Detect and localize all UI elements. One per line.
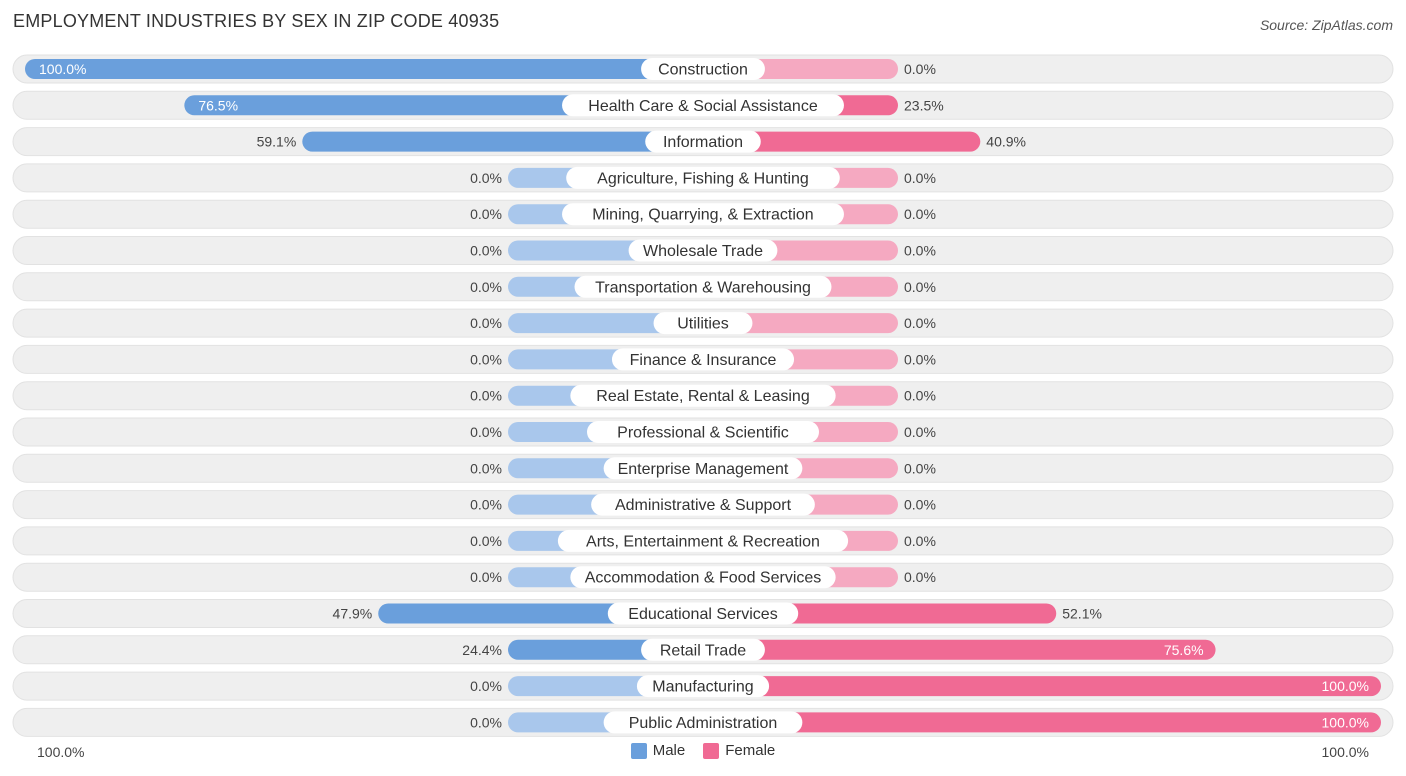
category-pill-wholesale-trade	[628, 239, 778, 262]
value-male-transportation-warehousing: 0.0%	[470, 279, 502, 295]
category-label-educational-services: Educational Services	[628, 606, 777, 623]
value-male-educational-services: 47.9%	[333, 606, 373, 622]
value-female-health-care-social-assistance: 23.5%	[904, 97, 944, 113]
value-female-professional-scientific: 0.0%	[904, 424, 936, 440]
value-male-information: 59.1%	[257, 134, 297, 150]
category-pill-agriculture-fishing-hunting	[566, 166, 840, 189]
category-pill-utilities	[653, 312, 753, 335]
value-male-public-administration: 0.0%	[470, 714, 502, 730]
category-pill-mining-quarrying-extraction	[562, 203, 844, 226]
category-pill-finance-insurance	[611, 348, 795, 371]
category-label-utilities: Utilities	[677, 316, 729, 333]
value-male-enterprise-management: 0.0%	[470, 460, 502, 476]
category-pill-construction	[641, 58, 765, 80]
category-pill-retail-trade	[641, 638, 765, 661]
bar-female-public-administration[interactable]	[703, 712, 1381, 733]
category-pill-health-care-social-assistance	[562, 94, 844, 117]
legend-item-female[interactable]: Female	[703, 742, 775, 759]
category-label-manufacturing: Manufacturing	[652, 679, 753, 696]
category-label-administrative-support: Administrative & Support	[615, 497, 792, 514]
value-female-information: 40.9%	[986, 134, 1026, 150]
category-label-wholesale-trade: Wholesale Trade	[643, 243, 763, 260]
category-label-transportation-warehousing: Transportation & Warehousing	[595, 279, 811, 296]
bar-male-information[interactable]	[302, 131, 703, 152]
value-male-retail-trade: 24.4%	[462, 642, 502, 658]
value-male-mining-quarrying-extraction: 0.0%	[470, 206, 502, 222]
legend-swatch-male	[630, 742, 647, 759]
category-label-arts-entertainment-recreation: Arts, Entertainment & Recreation	[586, 533, 820, 550]
value-female-agriculture-fishing-hunting: 0.0%	[904, 170, 936, 186]
category-label-information: Information	[663, 134, 743, 151]
category-pill-information	[645, 130, 761, 153]
value-male-professional-scientific: 0.0%	[470, 424, 502, 440]
bar-female-information[interactable]	[703, 131, 981, 152]
value-female-construction: 0.0%	[904, 61, 936, 77]
category-pill-public-administration	[603, 711, 803, 734]
value-female-utilities: 0.0%	[904, 315, 936, 331]
value-female-mining-quarrying-extraction: 0.0%	[904, 206, 936, 222]
value-male-real-estate-rental-leasing: 0.0%	[470, 388, 502, 404]
category-label-accommodation-food-services: Accommodation & Food Services	[585, 570, 822, 587]
value-female-educational-services: 52.1%	[1062, 606, 1102, 622]
bar-female-utilities[interactable]	[703, 313, 898, 334]
category-label-retail-trade: Retail Trade	[660, 642, 746, 659]
value-female-transportation-warehousing: 0.0%	[904, 279, 936, 295]
category-label-real-estate-rental-leasing: Real Estate, Rental & Leasing	[596, 388, 809, 405]
value-male-finance-insurance: 0.0%	[470, 351, 502, 367]
value-female-enterprise-management: 0.0%	[904, 460, 936, 476]
value-female-wholesale-trade: 0.0%	[904, 243, 936, 259]
bar-male-utilities[interactable]	[508, 313, 703, 334]
category-label-health-care-social-assistance: Health Care & Social Assistance	[588, 98, 818, 115]
value-male-utilities: 0.0%	[470, 315, 502, 331]
category-pill-educational-services	[607, 602, 799, 625]
legend-item-male[interactable]: Male	[630, 742, 686, 759]
value-male-accommodation-food-services: 0.0%	[470, 569, 502, 585]
category-label-enterprise-management: Enterprise Management	[618, 461, 789, 478]
category-pill-transportation-warehousing	[574, 275, 832, 298]
legend-label-female: Female	[725, 742, 776, 759]
value-female-finance-insurance: 0.0%	[904, 351, 936, 367]
legend-label-male: Male	[652, 742, 686, 759]
value-male-construction: 100.0%	[39, 61, 86, 77]
value-female-real-estate-rental-leasing: 0.0%	[904, 388, 936, 404]
value-male-wholesale-trade: 0.0%	[470, 243, 502, 259]
chart-area: 100.0% 0.0% Construction 76.5% 23.5% Health C…	[12, 54, 1394, 737]
value-male-administrative-support: 0.0%	[470, 497, 502, 513]
chart-source: Source: ZipAtlas.com	[1259, 17, 1393, 33]
category-label-finance-insurance: Finance & Insurance	[630, 352, 777, 369]
legend: Male Female	[0, 742, 1406, 759]
chart-title: EMPLOYMENT INDUSTRIES BY SEX IN ZIP CODE…	[13, 11, 500, 31]
category-label-agriculture-fishing-hunting: Agriculture, Fishing & Hunting	[597, 170, 809, 187]
value-male-health-care-social-assistance: 76.5%	[198, 97, 238, 113]
category-pill-administrative-support	[591, 493, 815, 516]
value-female-manufacturing: 100.0%	[1322, 678, 1369, 694]
bar-female-manufacturing[interactable]	[703, 676, 1381, 697]
category-pill-enterprise-management	[603, 457, 803, 480]
axis-right-label: 100.0%	[1321, 744, 1369, 760]
value-male-arts-entertainment-recreation: 0.0%	[470, 533, 502, 549]
category-pill-professional-scientific	[587, 421, 819, 443]
category-label-professional-scientific: Professional & Scientific	[617, 425, 789, 442]
axis-left-label: 100.0%	[37, 744, 85, 760]
value-male-manufacturing: 0.0%	[470, 678, 502, 694]
legend-swatch-female	[703, 742, 720, 759]
value-female-accommodation-food-services: 0.0%	[904, 569, 936, 585]
category-pill-accommodation-food-services	[570, 566, 836, 589]
value-male-agriculture-fishing-hunting: 0.0%	[470, 170, 502, 186]
value-female-arts-entertainment-recreation: 0.0%	[904, 533, 936, 549]
category-label-construction: Construction	[658, 62, 748, 79]
category-label-public-administration: Public Administration	[629, 715, 778, 732]
category-pill-arts-entertainment-recreation	[557, 529, 849, 552]
bar-male-construction[interactable]	[25, 59, 703, 79]
category-label-mining-quarrying-extraction: Mining, Quarrying, & Extraction	[592, 207, 813, 224]
category-pill-real-estate-rental-leasing	[570, 384, 836, 407]
value-female-administrative-support: 0.0%	[904, 497, 936, 513]
category-pill-manufacturing	[636, 675, 770, 698]
bar-female-retail-trade[interactable]	[703, 639, 1216, 660]
value-female-retail-trade: 75.6%	[1164, 642, 1204, 658]
value-female-public-administration: 100.0%	[1322, 714, 1369, 730]
